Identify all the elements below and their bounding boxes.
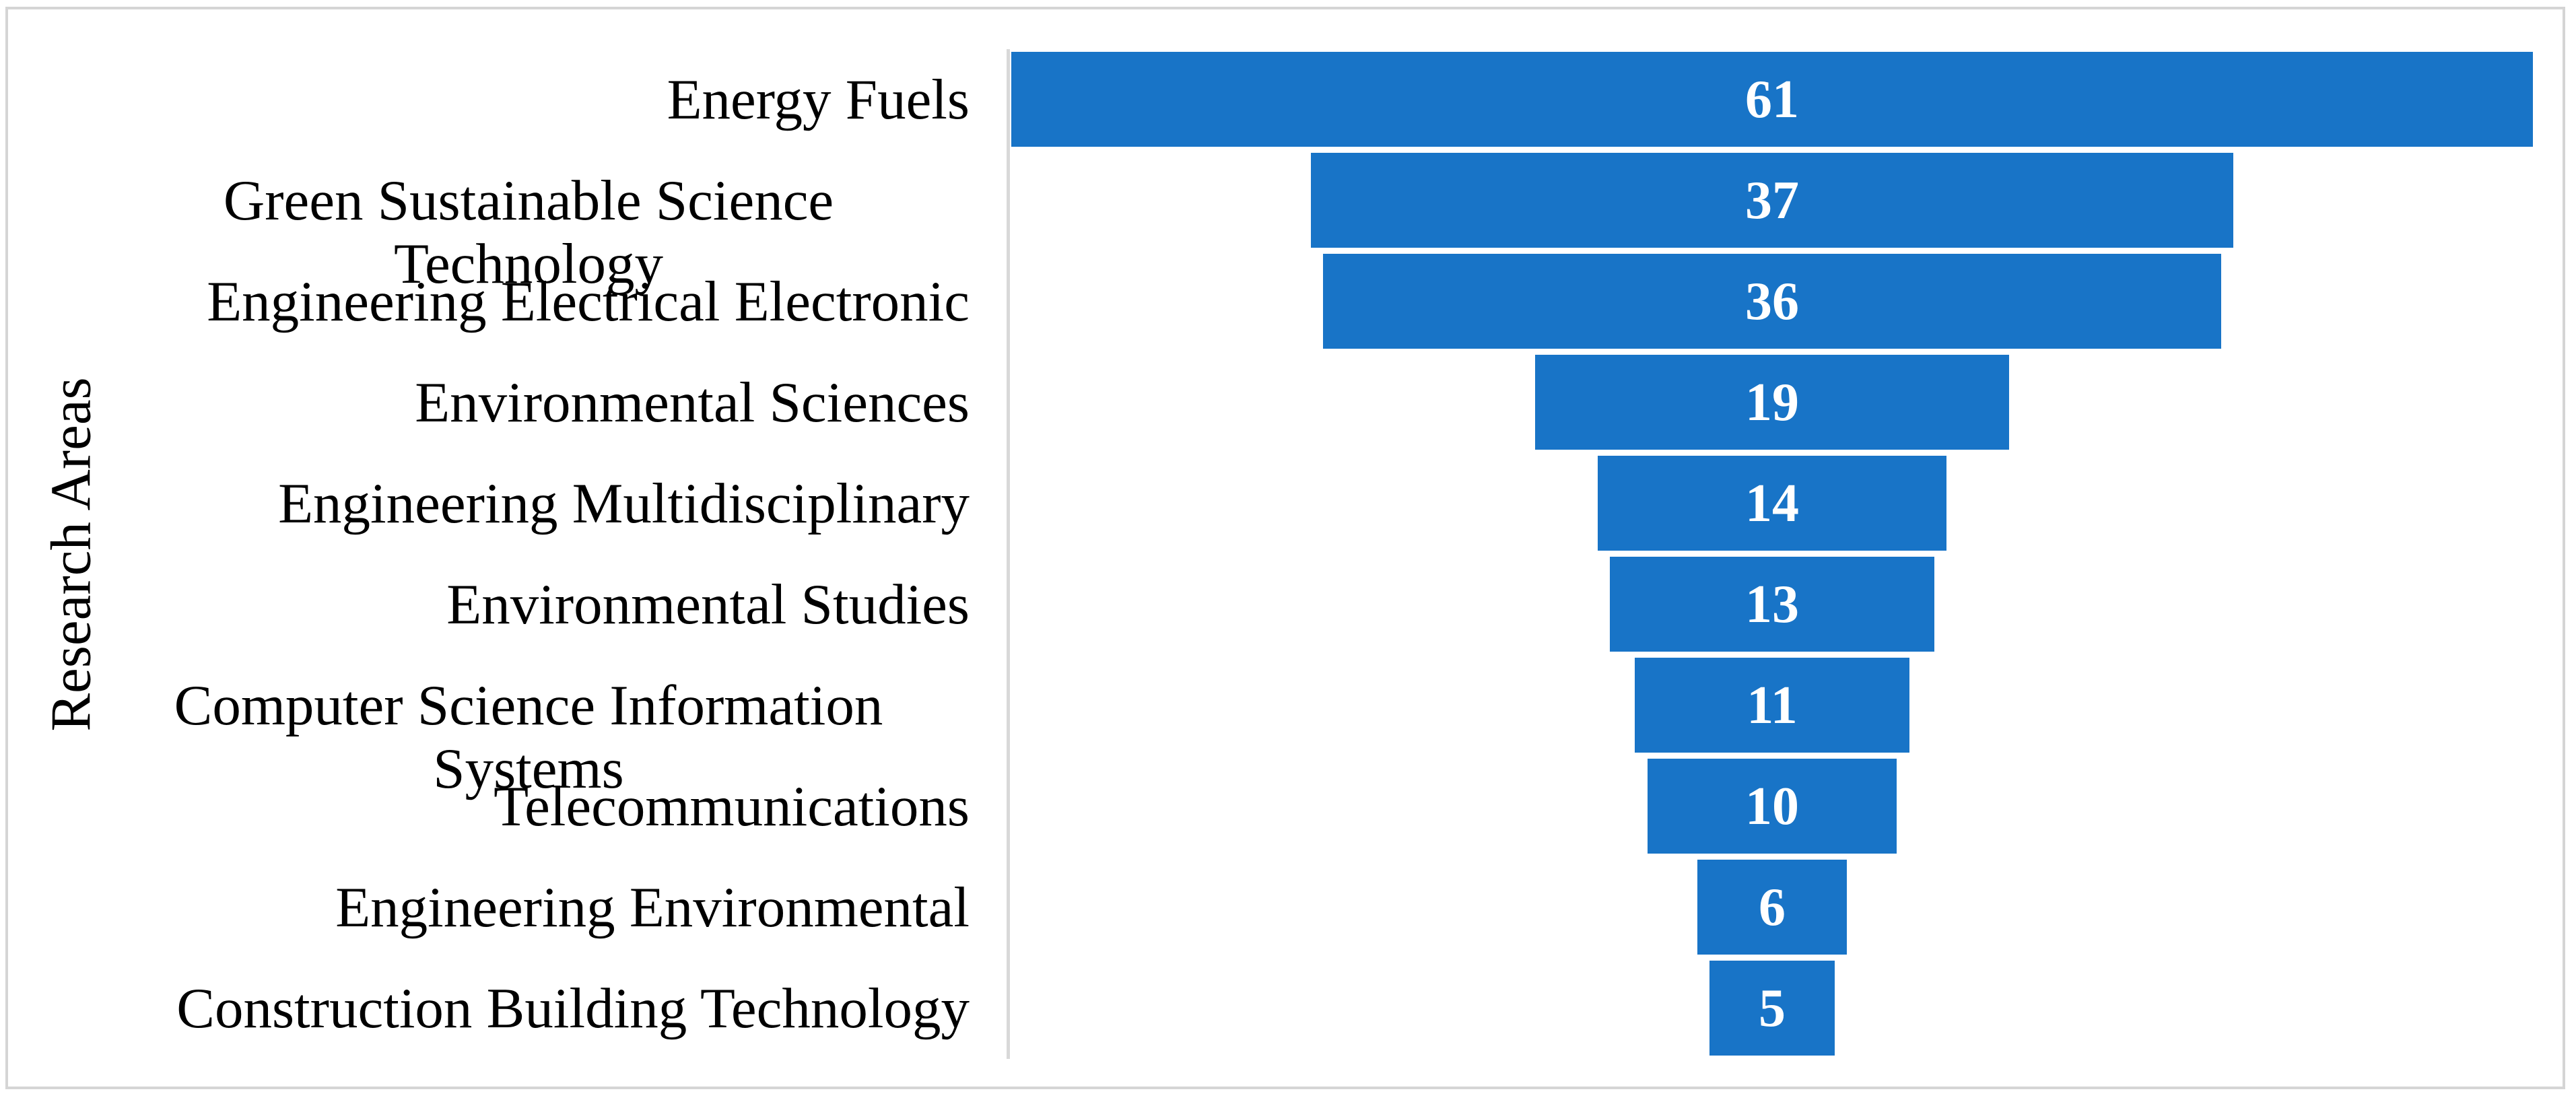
category-label-line: Engineering Environmental bbox=[335, 876, 970, 939]
category-label-line: Technology bbox=[393, 232, 664, 296]
category-label-line: Environmental Sciences bbox=[415, 371, 970, 434]
bar-value-label: 6 bbox=[1758, 877, 1786, 937]
category-label-line: Systems bbox=[433, 737, 624, 800]
category-label-line: Engineering Electrical Electronic bbox=[207, 270, 970, 333]
funnel-bar: 13 bbox=[1610, 557, 1934, 652]
category-label: Computer Science Information Systems bbox=[88, 674, 970, 800]
funnel-bar: 61 bbox=[1011, 52, 2534, 147]
bar-value-label: 61 bbox=[1744, 69, 1799, 129]
bar-value-label: 11 bbox=[1747, 675, 1798, 735]
bar-value-label: 10 bbox=[1745, 776, 1799, 836]
funnel-bar: 6 bbox=[1697, 860, 1848, 955]
category-label-line: Green Sustainable Science bbox=[223, 169, 834, 232]
category-label-line: Energy Fuels bbox=[667, 68, 970, 131]
funnel-bar: 10 bbox=[1647, 759, 1897, 854]
bar-value-label: 36 bbox=[1744, 271, 1799, 331]
funnel-bar: 36 bbox=[1323, 254, 2221, 349]
bar-value-label: 14 bbox=[1744, 473, 1799, 533]
category-label: Energy Fuels bbox=[88, 68, 970, 131]
funnel-bar: 5 bbox=[1709, 961, 1835, 1056]
category-label: Engineering Electrical Electronic bbox=[88, 270, 970, 333]
y-axis-line bbox=[1007, 49, 1010, 1059]
category-label-line: Environmental Studies bbox=[446, 573, 970, 636]
category-label-line: Engineering Multidisciplinary bbox=[278, 472, 970, 535]
category-label: Environmental Sciences bbox=[88, 371, 970, 434]
funnel-bar: 19 bbox=[1535, 355, 2009, 450]
bar-value-label: 5 bbox=[1759, 978, 1786, 1038]
bar-value-label: 19 bbox=[1744, 372, 1799, 432]
category-label-line: Telecommunications bbox=[494, 775, 970, 838]
category-label: Engineering Multidisciplinary bbox=[88, 472, 970, 535]
category-label-line: Construction Building Technology bbox=[176, 977, 970, 1040]
category-label: Engineering Environmental bbox=[88, 876, 970, 939]
chart-border bbox=[5, 7, 2565, 1089]
bar-value-label: 37 bbox=[1744, 170, 1799, 230]
funnel-bar: 11 bbox=[1635, 658, 1909, 753]
bar-value-label: 13 bbox=[1744, 574, 1799, 634]
category-label: Green Sustainable Science Technology bbox=[88, 169, 970, 296]
category-label-line: Computer Science Information bbox=[174, 674, 883, 737]
category-label: Construction Building Technology bbox=[88, 977, 970, 1040]
funnel-bar: 14 bbox=[1597, 456, 1947, 551]
funnel-bar: 37 bbox=[1310, 153, 2234, 248]
category-label: Environmental Studies bbox=[88, 573, 970, 636]
category-label: Telecommunications bbox=[88, 775, 970, 838]
